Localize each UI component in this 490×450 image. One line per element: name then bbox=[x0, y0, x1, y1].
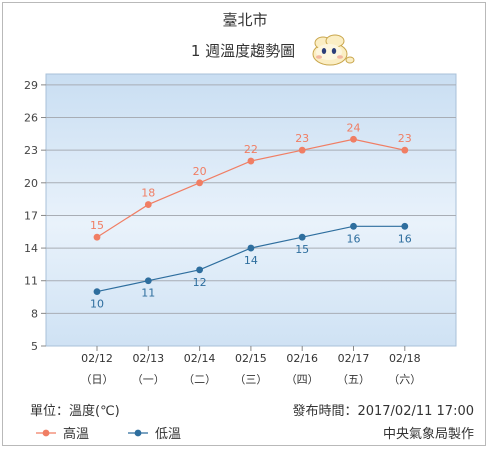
data-label: 18 bbox=[141, 187, 155, 200]
y-axis: 5 8 11 14 17 20 23 26 29 bbox=[24, 79, 46, 353]
x-tick-label: 02/16 bbox=[286, 352, 318, 365]
source-label: 中央氣象局製作 bbox=[383, 427, 474, 442]
y-tick-label: 17 bbox=[24, 209, 38, 222]
data-point bbox=[298, 233, 306, 241]
y-tick-label: 14 bbox=[24, 242, 38, 255]
data-label: 20 bbox=[193, 165, 207, 178]
data-point bbox=[196, 179, 204, 187]
weekday-label: （日） bbox=[81, 373, 114, 386]
x-tick-label: 02/17 bbox=[338, 352, 370, 365]
x-tick-label: 02/14 bbox=[184, 352, 216, 365]
data-label: 22 bbox=[244, 143, 258, 156]
cloud-mascot-icon bbox=[312, 34, 355, 66]
data-label: 24 bbox=[347, 121, 361, 134]
chart-title: 臺北市 bbox=[222, 11, 267, 29]
plot-area bbox=[45, 73, 457, 347]
unit-label: 單位：溫度(℃) bbox=[30, 403, 120, 419]
series-group: 15 18 20 22 23 24 23 10 11 12 14 15 16 16 bbox=[90, 121, 412, 310]
y-tick-label: 11 bbox=[24, 275, 38, 288]
x-tick-label: 02/12 bbox=[81, 352, 113, 365]
data-point bbox=[350, 222, 357, 230]
data-label: 11 bbox=[141, 287, 155, 300]
data-label: 14 bbox=[244, 254, 258, 267]
data-point bbox=[93, 233, 101, 241]
data-point bbox=[247, 157, 255, 165]
data-label: 16 bbox=[398, 232, 412, 245]
weekday-label: （四） bbox=[286, 373, 319, 386]
y-tick-label: 26 bbox=[24, 112, 38, 125]
data-label: 15 bbox=[295, 243, 309, 256]
data-point bbox=[298, 146, 306, 154]
legend-label: 低溫 bbox=[155, 427, 181, 442]
legend: 高溫 低溫 bbox=[36, 426, 181, 442]
legend-marker bbox=[42, 429, 50, 437]
weekday-label: （三） bbox=[234, 373, 267, 386]
data-label: 10 bbox=[90, 298, 104, 311]
legend-marker bbox=[134, 429, 142, 437]
x-tick-label: 02/18 bbox=[389, 352, 421, 365]
x-tick-label: 02/13 bbox=[132, 352, 164, 365]
data-label: 16 bbox=[347, 232, 361, 245]
y-tick-label: 23 bbox=[24, 144, 38, 157]
weekday-label: （六） bbox=[388, 373, 421, 386]
y-tick-label: 5 bbox=[31, 340, 38, 353]
weekday-label: （一） bbox=[132, 373, 165, 386]
weekday-label: （五） bbox=[337, 373, 370, 386]
data-point bbox=[144, 277, 152, 285]
y-tick-label: 29 bbox=[24, 79, 38, 92]
weekday-label: （二） bbox=[183, 373, 216, 386]
x-axis: 02/12 （日） 02/13 （一） 02/14 （二） 02/15 （三） 02/16 （四）… bbox=[81, 346, 421, 386]
data-point bbox=[401, 222, 409, 230]
data-label: 12 bbox=[193, 276, 207, 289]
chart-subtitle: 1 週溫度趨勢圖 bbox=[191, 42, 295, 60]
published-time: 發布時間：2017/02/11 17:00 bbox=[292, 404, 474, 419]
data-point bbox=[93, 288, 101, 295]
data-point bbox=[350, 135, 357, 143]
data-point bbox=[401, 146, 409, 154]
data-label: 23 bbox=[398, 132, 412, 145]
x-tick-label: 02/15 bbox=[235, 352, 267, 365]
data-point bbox=[247, 244, 255, 252]
data-label: 15 bbox=[90, 219, 104, 232]
y-tick-label: 20 bbox=[24, 177, 38, 190]
data-point bbox=[196, 266, 204, 274]
data-label: 23 bbox=[295, 132, 309, 145]
data-point bbox=[144, 201, 152, 208]
y-tick-label: 8 bbox=[31, 307, 38, 320]
legend-label: 高溫 bbox=[63, 426, 89, 442]
